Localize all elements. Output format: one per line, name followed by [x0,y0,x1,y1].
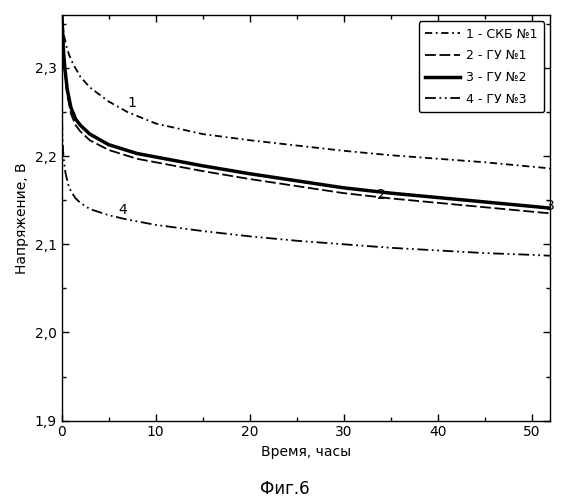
Text: Фиг.6: Фиг.6 [260,480,310,498]
Text: 3: 3 [546,200,555,214]
Y-axis label: Напряжение, В: Напряжение, В [15,162,29,273]
Text: 1: 1 [128,96,136,110]
Legend: 1 - СКБ №1, 2 - ГУ №1, 3 - ГУ №2, 4 - ГУ №3: 1 - СКБ №1, 2 - ГУ №1, 3 - ГУ №2, 4 - ГУ… [419,21,544,112]
Text: 2: 2 [377,188,386,202]
X-axis label: Время, часы: Время, часы [261,445,351,459]
Text: 4: 4 [119,203,127,217]
